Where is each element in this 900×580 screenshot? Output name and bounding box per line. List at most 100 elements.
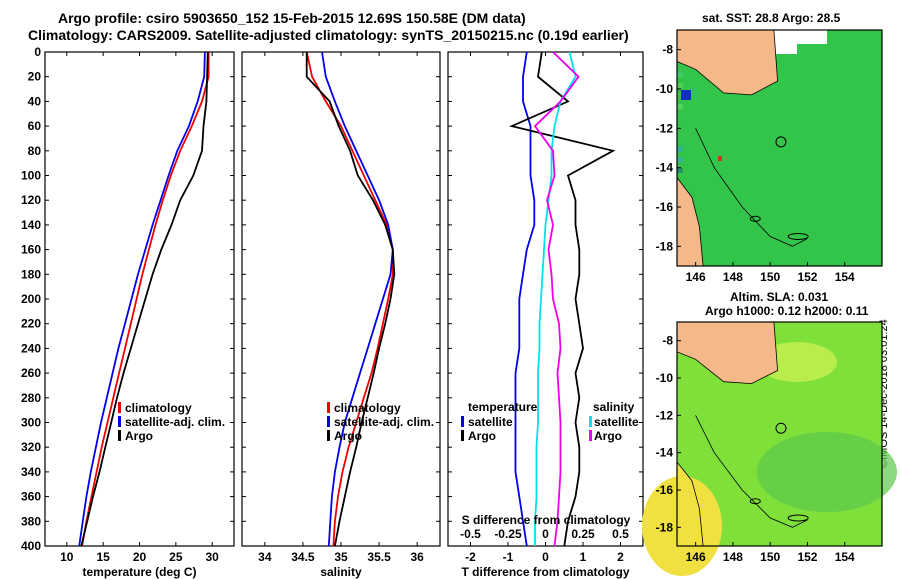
sst-pixel	[677, 146, 683, 152]
depth-tick-label: 360	[21, 490, 41, 504]
depth-tick-label: 220	[21, 317, 41, 331]
diff-salinity-tick-label: -0.25	[494, 527, 522, 541]
depth-tick-label: 400	[21, 539, 41, 553]
figure-title-line-2: Climatology: CARS2009. Satellite-adjuste…	[28, 27, 629, 43]
salinity-xtick-label: 36	[410, 550, 424, 564]
depth-tick-label: 280	[21, 391, 41, 405]
diff-salinity-tick-label: 0	[542, 527, 549, 541]
temperature-series-satellite	[78, 51, 206, 547]
temperature-xtick-label: 15	[96, 550, 110, 564]
temperature-legend-swatch	[118, 402, 121, 413]
diff-legend-swatch	[461, 416, 464, 427]
sst-lat-tick-label: -10	[656, 82, 674, 96]
diff-legend-temperature-title: temperature	[468, 400, 538, 414]
difference-xtick-label: -1	[503, 550, 514, 564]
depth-tick-label: 80	[28, 144, 42, 158]
diff-temperature-satellite	[514, 51, 536, 547]
depth-tick-label: 240	[21, 341, 41, 355]
sst-lon-tick-label: 146	[686, 270, 706, 284]
temperature-legend-swatch	[118, 416, 121, 427]
sla-lat-tick-label: -10	[656, 371, 674, 385]
temperature-xtick-label: 10	[60, 550, 74, 564]
diff-salinity-satellite	[534, 51, 577, 546]
sla-argo-marker	[775, 422, 787, 434]
salinity-series-argo	[305, 52, 396, 547]
sst-lat-tick-label: -8	[662, 43, 673, 57]
depth-tick-label: 320	[21, 440, 41, 454]
temperature-legend-swatch	[118, 430, 121, 441]
sla-lat-tick-label: -16	[656, 483, 674, 497]
sst-land-new-guinea	[676, 29, 779, 96]
salinity-legend-swatch	[327, 402, 330, 413]
sla-lat-tick-label: -14	[656, 446, 674, 460]
difference-xtick-label: 1	[580, 550, 587, 564]
sst-lat-tick-label: -16	[656, 200, 674, 214]
sst-lat-tick-label: -12	[656, 121, 674, 135]
temperature-xtick-label: 20	[133, 550, 147, 564]
sla-lat-tick-label: -8	[662, 334, 673, 348]
diff-legend-temperature-label: satellite	[468, 415, 513, 429]
depth-tick-label: 180	[21, 267, 41, 281]
depth-tick-label: 340	[21, 465, 41, 479]
sla-lat-tick-label: -18	[656, 520, 674, 534]
sst-islands	[749, 215, 761, 222]
diff-temperature-argo	[509, 51, 616, 547]
salinity-legend-label: climatology	[334, 401, 401, 415]
difference-xlabel: T difference from climatology	[461, 565, 629, 579]
temperature-legend-label: Argo	[125, 429, 153, 443]
depth-tick-label: 40	[28, 94, 42, 108]
salinity-xtick-label: 35	[334, 550, 348, 564]
diff-legend-swatch	[589, 430, 592, 441]
sst-map-title: sat. SST: 28.8 Argo: 28.5	[702, 11, 841, 25]
sst-argo-marker	[775, 136, 787, 148]
depth-tick-label: 100	[21, 169, 41, 183]
sst-pixel	[677, 72, 683, 78]
depth-tick-label: 140	[21, 218, 41, 232]
temperature-xtick-label: 25	[169, 550, 183, 564]
depth-tick-label: 260	[21, 366, 41, 380]
sla-lon-tick-label: 148	[723, 550, 743, 564]
difference-xtick-label: 0	[542, 550, 549, 564]
depth-tick-label: 20	[28, 70, 42, 84]
temperature-frame	[44, 51, 235, 547]
diff-salinity-tick-label: 0.25	[571, 527, 595, 541]
depth-tick-label: 160	[21, 243, 41, 257]
sla-map-subtitle: Argo h1000: 0.12 h2000: 0.11	[705, 304, 869, 318]
diff-legend-salinity-label: satellite	[594, 415, 639, 429]
sst-cold-pixel	[681, 90, 691, 100]
difference-xtick-label: -2	[465, 550, 476, 564]
diff-salinity-tick-label: -0.5	[460, 527, 481, 541]
salinity-legend-label: Argo	[334, 429, 362, 443]
sla-lon-tick-label: 154	[835, 550, 855, 564]
sst-pixel	[677, 104, 683, 110]
temperature-xtick-label: 30	[206, 550, 220, 564]
diff-legend-swatch	[461, 430, 464, 441]
depth-tick-label: 60	[28, 119, 42, 133]
temperature-series-argo	[80, 51, 209, 547]
diff-salinity-argo	[533, 51, 580, 547]
salinity-series-climatology	[305, 51, 394, 547]
salinity-xtick-label: 34.5	[291, 550, 315, 564]
sst-pixel	[677, 157, 683, 163]
diff-legend-salinity-label: Argo	[594, 429, 622, 443]
diff-legend-swatch	[589, 416, 592, 427]
sla-lat-tick-label: -12	[656, 408, 674, 422]
sla-low-anomaly	[757, 432, 897, 512]
salinity-xlabel: salinity	[320, 565, 362, 579]
sst-warm-pixel	[718, 156, 722, 161]
sla-lon-tick-label: 146	[686, 550, 706, 564]
temperature-legend-label: satellite-adj. clim.	[125, 415, 225, 429]
depth-tick-label: 0	[34, 45, 41, 59]
diff-top-xlabel: S difference from climatology	[462, 513, 631, 527]
sla-map-title: Altim. SLA: 0.031	[730, 290, 829, 304]
sst-lat-tick-label: -14	[656, 161, 674, 175]
difference-xtick-label: 2	[617, 550, 624, 564]
sla-lon-tick-label: 152	[797, 550, 817, 564]
sst-lat-tick-label: -18	[656, 239, 674, 253]
depth-tick-label: 300	[21, 416, 41, 430]
difference-frame	[447, 51, 644, 547]
diff-salinity-tick-label: 0.5	[612, 527, 629, 541]
sst-lon-tick-label: 150	[760, 270, 780, 284]
sla-frame	[676, 321, 883, 547]
figure-title-line-1: Argo profile: csiro 5903650_152 15-Feb-2…	[58, 10, 526, 26]
